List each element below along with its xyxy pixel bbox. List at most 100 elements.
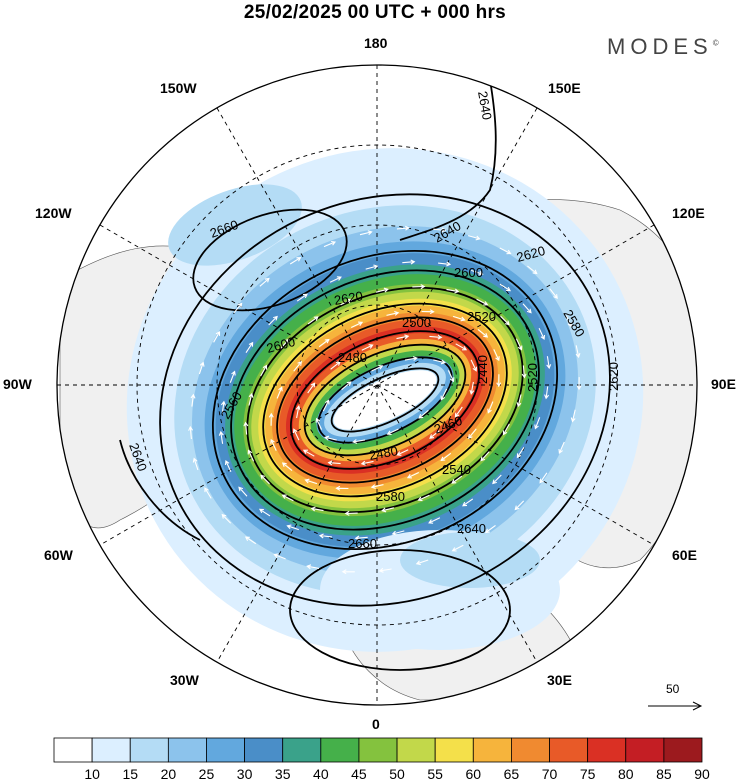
colorbar-tick-label: 40: [313, 766, 329, 782]
wind-arrow-icon: [502, 423, 510, 436]
longitude-label-90w: 90W: [3, 376, 32, 392]
colorbar-swatch: [244, 737, 284, 763]
colorbar-tick-label: 15: [122, 766, 138, 782]
colorbar-swatch: [472, 737, 512, 763]
wind-arrow-icon: [404, 356, 418, 361]
wind-arrow-icon: [487, 401, 494, 414]
wind-arrow-icon: [402, 259, 416, 265]
colorbar: 10 15 20 25 30 35 40 45 50 55 60 65 70 75 80 85 90: [53, 737, 710, 782]
wind-arrow-icon: [469, 381, 475, 395]
wind-arrow-icon: [350, 321, 364, 328]
wind-arrow-icon: [243, 421, 249, 435]
wind-arrow-icon: [433, 227, 447, 233]
colorbar-swatch: [358, 737, 398, 763]
contour-2660-south: [289, 549, 511, 671]
colorbar-swatch: [396, 737, 436, 763]
wind-arrow-icon: [515, 338, 523, 351]
wind-arrow-icon: [302, 449, 315, 457]
wind-arrow-icon: [544, 386, 550, 400]
colorbar-swatch: [663, 737, 703, 763]
contour-label: 2440: [475, 355, 490, 384]
reference-vector-label: 50: [666, 682, 680, 696]
wind-arrow-icon: [293, 360, 302, 372]
colorbar-swatch: [511, 737, 550, 763]
wind-arrow-icon: [451, 475, 463, 484]
wind-arrow-icon: [546, 356, 552, 370]
longitude-label-120w: 120W: [35, 205, 72, 221]
wind-arrow-icon: [549, 288, 558, 299]
wind-arrow-icon: [307, 382, 316, 394]
colorbar-tick-label: 30: [237, 766, 253, 782]
colorbar-swatch: [206, 737, 245, 763]
wind-arrow-icon: [204, 487, 212, 499]
colorbar-tick-label: 55: [427, 766, 443, 782]
wind-arrow-icon: [370, 484, 384, 490]
colorbar-tick-label: 45: [351, 766, 367, 782]
wind-arrow-icon: [521, 365, 527, 379]
meridian-120w-60e: [99, 224, 655, 546]
wind-arrow-icon: [304, 478, 318, 485]
wind-arrow-icon: [415, 559, 429, 566]
longitude-label-60w: 60W: [44, 547, 73, 563]
wind-arrow-icon: [371, 365, 384, 372]
longitude-label-150w: 150W: [160, 80, 197, 96]
contour-2640-outer: [159, 193, 611, 607]
wind-arrow-icon: [260, 474, 270, 485]
contour-2640-west-branch: [119, 439, 201, 541]
wind-arrow-icon: [188, 425, 194, 440]
wind-arrow-icon: [440, 452, 452, 462]
wind-arrow-icon: [575, 345, 581, 359]
colorbar-swatch: [53, 737, 93, 763]
wind-arrow-icon: [527, 265, 538, 275]
map-title: 25/02/2025 00 UTC + 000 hrs: [243, 2, 507, 23]
speed-patch-nw: [168, 184, 302, 266]
contour-label: 2520: [467, 309, 496, 324]
wind-arrow-icon: [229, 370, 236, 383]
longitude-label-30w: 30W: [170, 672, 199, 688]
wind-arrow-icon: [396, 449, 409, 456]
wind-arrow-icon: [496, 374, 502, 388]
graticule: [57, 65, 697, 705]
wind-arrow-icon: [292, 428, 300, 441]
longitude-label-120e: 120E: [672, 205, 705, 221]
colorbar-swatch: [434, 737, 474, 763]
contour-label: 2620: [333, 288, 364, 308]
colorbar-tick-label: 10: [84, 766, 100, 782]
wind-arrow-icon: [307, 316, 319, 325]
longitude-label-180: 180: [364, 35, 388, 51]
wind-arrow-icon: [375, 287, 389, 293]
contour-2620: [211, 250, 559, 550]
wind-arrow-icon: [386, 310, 400, 316]
wind-arrow-icon: [341, 569, 355, 575]
reference-vector: [648, 701, 703, 711]
longitude-label-60e: 60E: [672, 547, 697, 563]
wind-arrow-icon: [327, 460, 341, 466]
wind-arrow-icon: [244, 536, 257, 545]
wind-arrow-icon: [198, 361, 205, 375]
wind-arrow-icon: [281, 462, 293, 472]
wind-arrow-icon: [428, 517, 441, 524]
wind-arrow-icon: [192, 457, 199, 471]
wind-arrow-icon: [454, 406, 463, 418]
wind-arrow-icon: [273, 553, 286, 560]
colorbar-swatch: [549, 737, 589, 763]
wind-arrow-icon: [452, 315, 466, 322]
wind-speed-shading: [126, 148, 644, 652]
wind-arrow-icon: [286, 524, 299, 531]
wind-arrow-icon: [213, 330, 221, 343]
colorbar-tick-label: 75: [580, 766, 596, 782]
wind-arrow-icon: [558, 441, 565, 455]
wind-arrow-icon: [438, 261, 452, 267]
speed-patch-south-inner: [400, 532, 540, 588]
wind-arrow-icon: [538, 327, 546, 341]
wind-arrow-icon: [289, 257, 302, 265]
contour-2500: [303, 343, 467, 457]
wind-arrow-icon: [446, 288, 460, 294]
wind-arrow-icon: [318, 338, 330, 348]
wind-arrow-icon: [468, 428, 477, 440]
height-contours: [119, 79, 611, 671]
wind-arrow-icon: [467, 235, 481, 241]
wind-arrow-icon: [470, 359, 478, 372]
wind-arrow-icon: [451, 544, 464, 552]
